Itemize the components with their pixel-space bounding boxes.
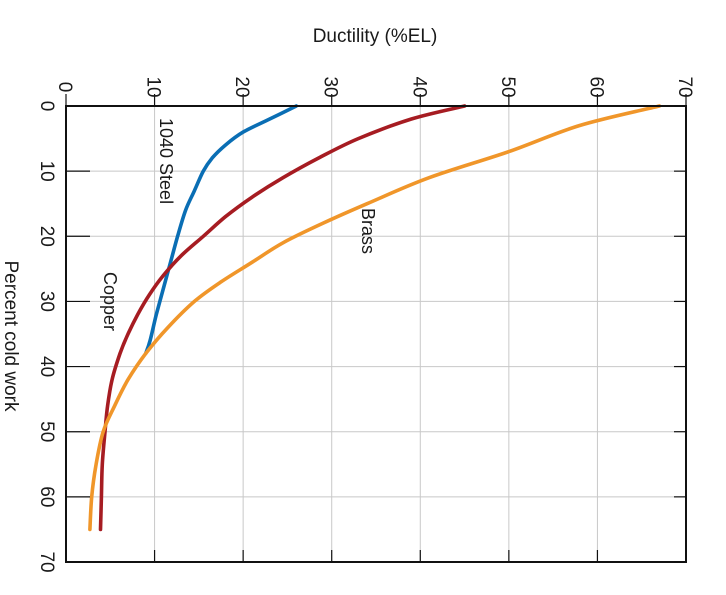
tick-label-cold-work-60: 60 [36,486,57,507]
series-line-brass [88,104,662,532]
tick-label-cold-work-30: 30 [36,291,57,312]
curve-label-brass: Brass [358,208,378,254]
curve-layer [88,104,662,532]
tick-label-cold-work-70: 70 [36,551,57,572]
tick-layer [65,94,687,563]
plot-frame [65,105,687,563]
tick-label-ductility-30: 30 [320,76,341,97]
tick-label-cold-work-20: 20 [36,226,57,247]
tick-label-cold-work-10: 10 [36,161,57,182]
tick-label-cold-work-40: 40 [36,356,57,377]
label-layer: 0 10 20 30 40 50 60 70 0 10 20 30 40 50 60 70 [36,76,695,572]
grid-layer [66,106,686,562]
tick-label-ductility-70: 70 [674,76,695,97]
tick-label-ductility-10: 10 [143,76,164,97]
series-line-1040-steel [143,104,299,356]
tick-label-ductility-50: 50 [497,76,518,97]
tick-label-cold-work-0: 0 [36,101,57,112]
tick-label-ductility-20: 20 [231,76,252,97]
tick-label-ductility-40: 40 [408,76,429,97]
top-axis-title: Ductility (%EL) [313,26,438,47]
tick-label-ductility-0: 0 [54,82,75,93]
tick-label-cold-work-50: 50 [36,421,57,442]
curve-label-copper: Copper [100,272,120,331]
left-axis-title: Percent cold work [0,260,21,412]
curve-label-1040-steel: 1040 Steel [156,118,176,204]
tick-label-ductility-60: 60 [585,76,606,97]
